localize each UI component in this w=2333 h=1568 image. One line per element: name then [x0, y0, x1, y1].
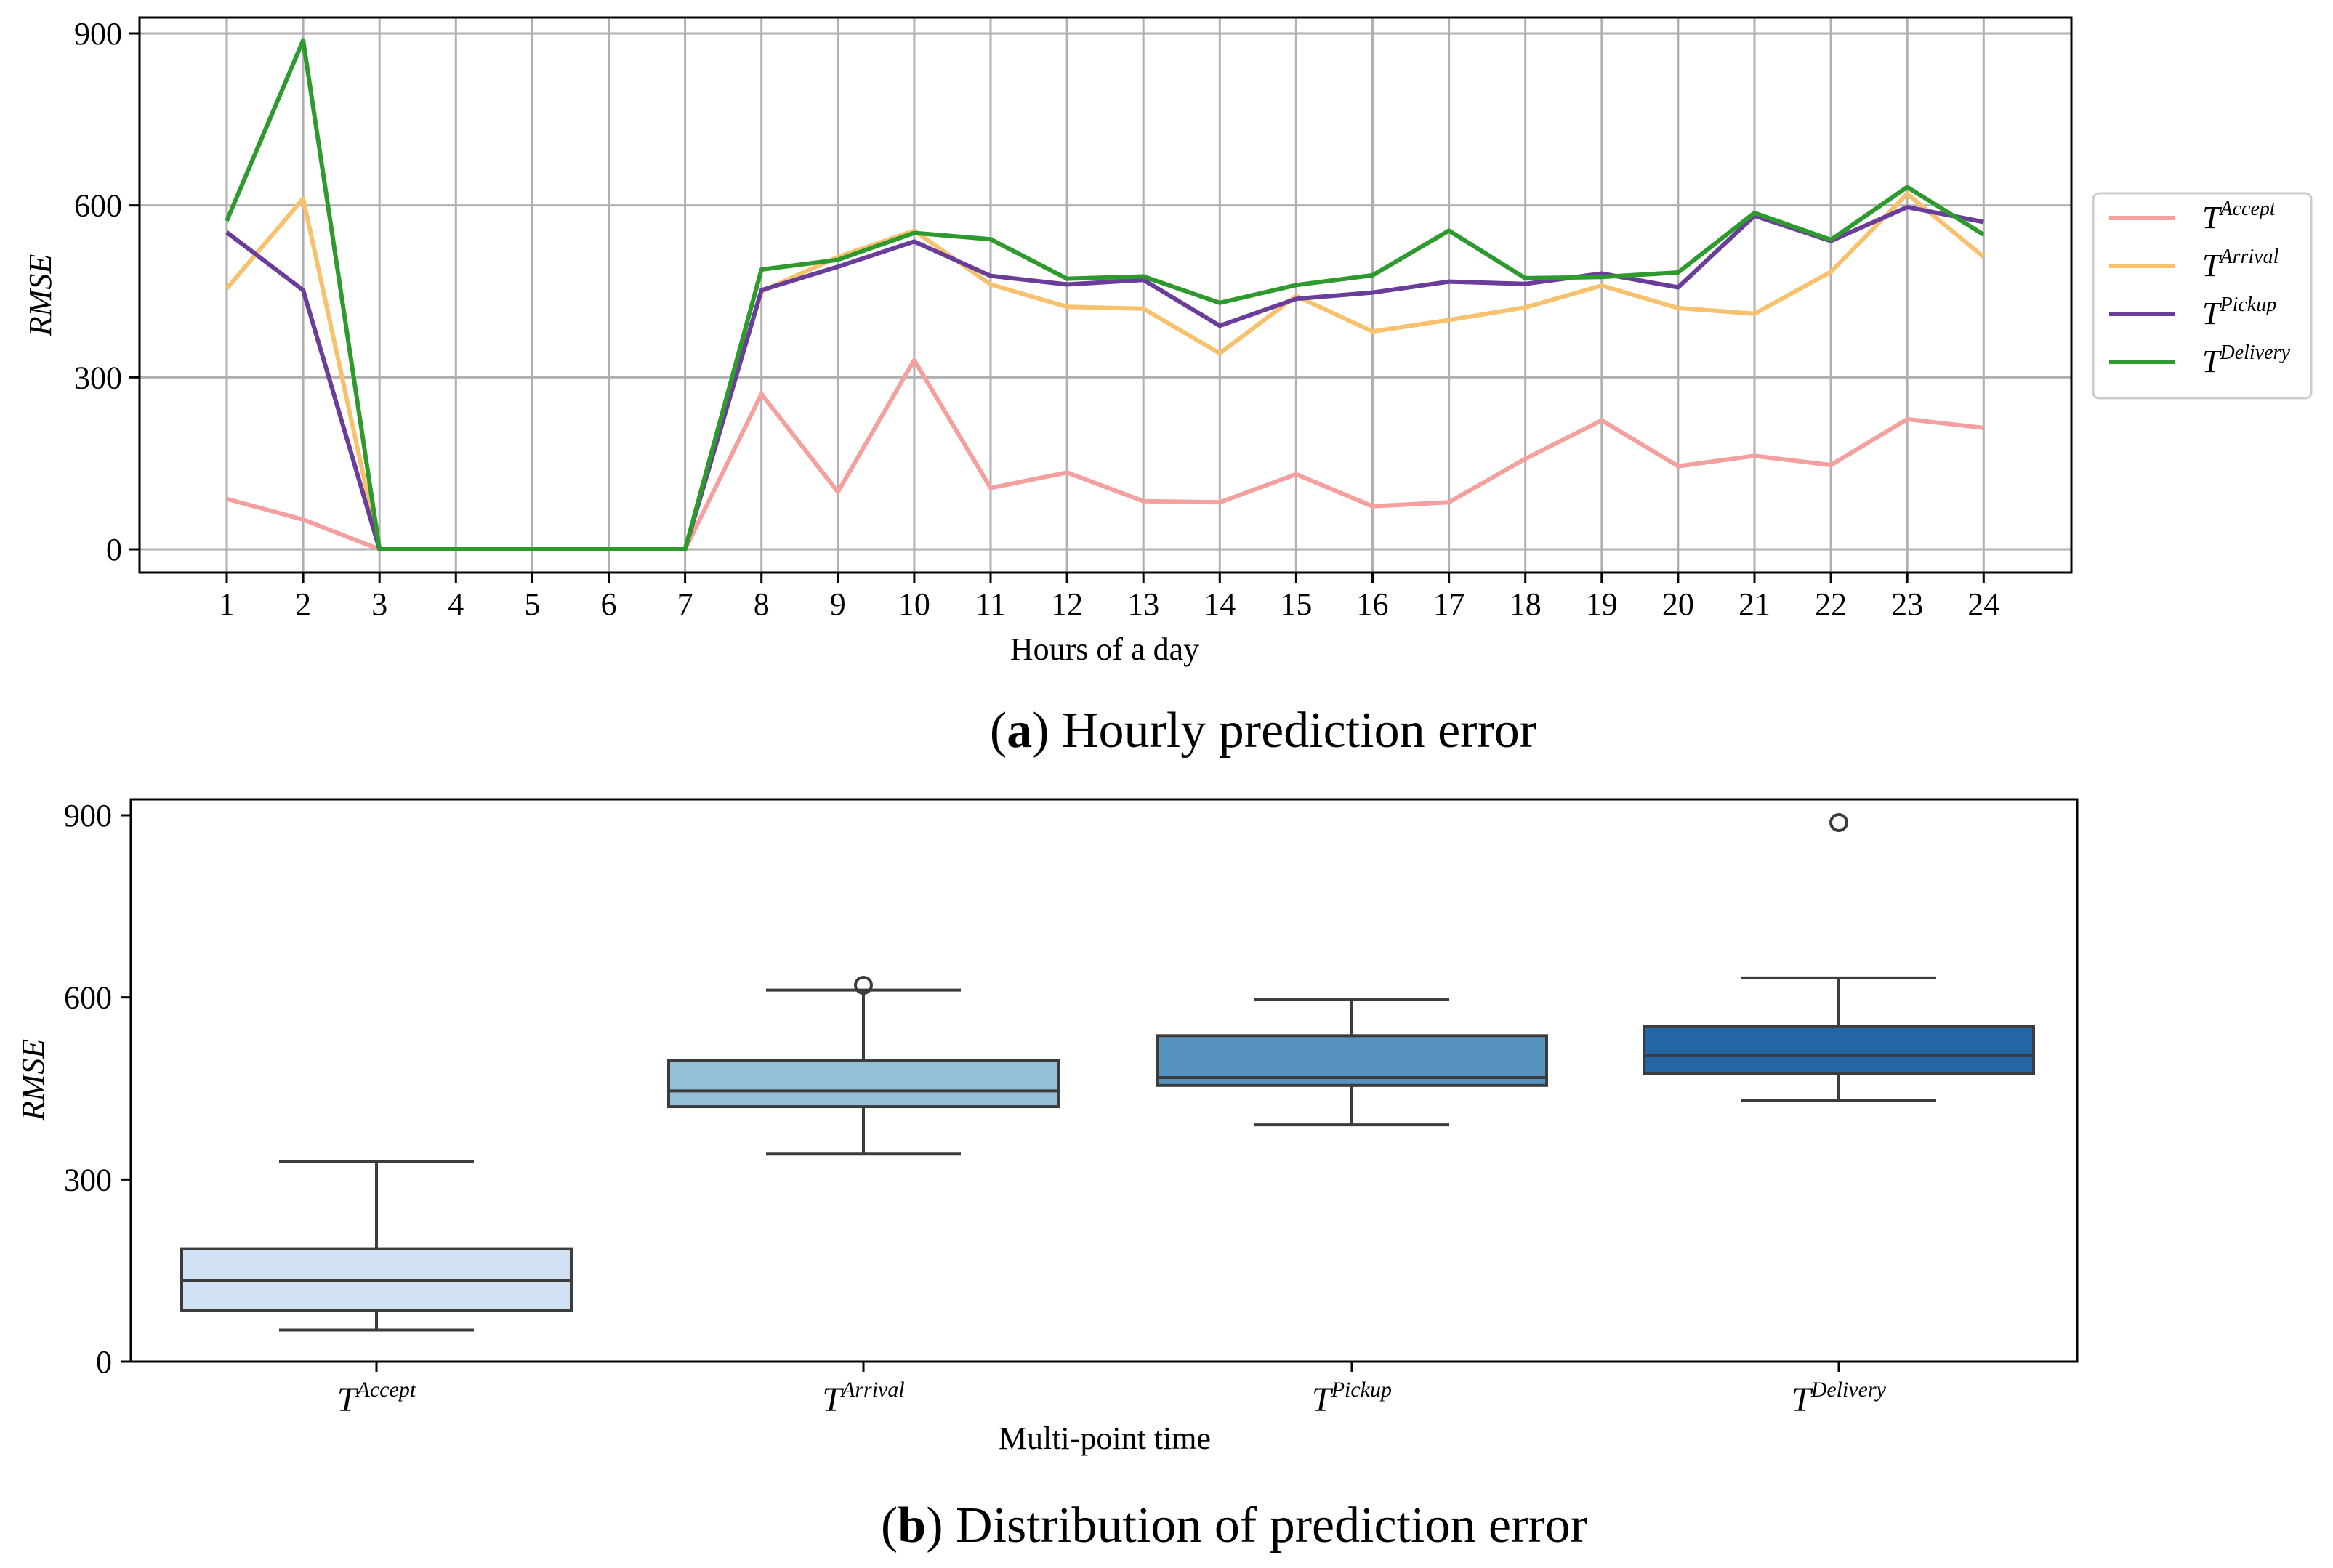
y-tick-label: 600: [64, 980, 112, 1016]
x-tick-label: 15: [1280, 586, 1312, 622]
x-tick-label: 13: [1127, 586, 1159, 622]
x-tick-label: 2: [295, 586, 311, 622]
caption-b: (b) Distribution of prediction error: [881, 1498, 1587, 1553]
x-tick-label: 19: [1586, 586, 1618, 622]
y-axis-label-b: RMSE: [15, 1039, 51, 1122]
outlier-arrival: [854, 975, 873, 995]
y-tick-label: 900: [74, 16, 122, 52]
box-arrival: [667, 1059, 1060, 1109]
x-tick-label: 5: [524, 586, 540, 622]
x-tick-label: 3: [371, 586, 387, 622]
legend-label-delivery: TDelivery: [2202, 342, 2290, 379]
x-tick-label: 22: [1815, 586, 1847, 622]
x-tick-label: 8: [754, 586, 770, 622]
plot-frame-a: [138, 16, 2073, 574]
y-tick-label: 300: [74, 360, 122, 395]
series-line-delivery: [225, 38, 1985, 551]
y-tick-label: 0: [106, 532, 122, 567]
legend-frame: [2092, 192, 2313, 400]
x-tick-label: 16: [1357, 586, 1389, 622]
x-tick-label: 14: [1204, 586, 1236, 622]
y-tick-label: 900: [64, 798, 112, 833]
x-tick-label: 24: [1967, 586, 1999, 622]
box-delivery: [1643, 1025, 2035, 1075]
y-tick-label: 0: [96, 1344, 112, 1380]
x-tick-label: 6: [601, 586, 617, 622]
outlier-delivery: [1829, 813, 1848, 833]
y-tick-label: 300: [64, 1162, 112, 1197]
x-tick-label: 12: [1051, 586, 1083, 622]
error-distribution-box-plot: 0 300 600 900 TAccept TArrival TPickup TDeliver…: [15, 798, 2079, 1553]
x-axis-label-b: Multi-point time: [999, 1421, 1211, 1456]
x-tick-label: 18: [1510, 586, 1542, 622]
legend-label-arrival: TArrival: [2202, 246, 2279, 283]
y-tick-label: 600: [74, 188, 122, 224]
category-label-pickup: TPickup: [1312, 1378, 1392, 1419]
legend-label-accept: TAccept: [2202, 198, 2276, 235]
category-label-arrival: TArrival: [822, 1378, 904, 1419]
x-tick-label: 10: [898, 586, 930, 622]
y-axis-label-a: RMSE: [23, 254, 58, 337]
x-tick-label: 23: [1891, 586, 1923, 622]
x-tick-label: 21: [1738, 586, 1770, 622]
hourly-error-line-chart: 1 2 3 4 5 6 7 8 9 10 11 12 13 14 15 16 17 18 19 20 21 22 23 240…: [23, 16, 2313, 759]
x-tick-label: 20: [1662, 586, 1694, 622]
plot-frame-b: [129, 798, 2079, 1363]
x-tick-label: 9: [830, 586, 846, 622]
legend: TAccept TArrival TPickup TDelivery: [2092, 192, 2313, 400]
x-tick-label: 7: [677, 586, 693, 622]
category-label-accept: TAccept: [337, 1378, 416, 1419]
caption-a: (a) Hourly prediction error: [990, 703, 1536, 759]
legend-label-pickup: TPickup: [2202, 294, 2276, 331]
x-tick-label: 1: [219, 586, 235, 622]
x-tick-label: 4: [448, 586, 464, 622]
x-tick-label: 17: [1433, 586, 1465, 622]
category-label-delivery: TDelivery: [1792, 1378, 1887, 1419]
x-axis-label-a: Hours of a day: [1010, 631, 1199, 667]
x-tick-label: 11: [975, 586, 1006, 622]
